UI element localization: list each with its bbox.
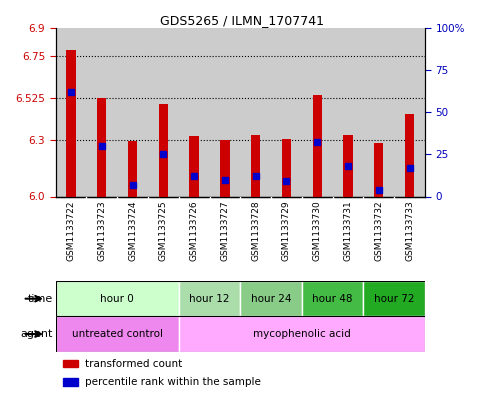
- Text: GSM1133722: GSM1133722: [67, 201, 75, 261]
- Bar: [148, 28, 179, 196]
- Bar: [364, 281, 425, 316]
- Text: hour 0: hour 0: [100, 294, 134, 304]
- Bar: [63, 378, 78, 386]
- Bar: [66, 50, 75, 196]
- Text: hour 24: hour 24: [251, 294, 291, 304]
- Text: GSM1133723: GSM1133723: [97, 201, 106, 261]
- Text: GSM1133729: GSM1133729: [282, 201, 291, 261]
- Text: GSM1133732: GSM1133732: [374, 201, 384, 261]
- Bar: [117, 28, 148, 196]
- Text: hour 72: hour 72: [374, 294, 414, 304]
- Text: mycophenolic acid: mycophenolic acid: [253, 329, 351, 339]
- Bar: [179, 281, 240, 316]
- Bar: [240, 28, 271, 196]
- Text: agent: agent: [21, 329, 53, 339]
- Bar: [86, 28, 117, 196]
- Bar: [405, 114, 414, 196]
- Bar: [282, 139, 291, 196]
- Bar: [364, 28, 394, 196]
- Bar: [343, 136, 353, 196]
- Text: GDS5265 / ILMN_1707741: GDS5265 / ILMN_1707741: [159, 14, 324, 27]
- Bar: [97, 98, 106, 196]
- Bar: [128, 141, 137, 196]
- Bar: [251, 136, 260, 196]
- Text: GSM1133730: GSM1133730: [313, 201, 322, 261]
- Bar: [240, 281, 302, 316]
- Text: hour 12: hour 12: [189, 294, 230, 304]
- Bar: [56, 316, 179, 352]
- Bar: [179, 28, 210, 196]
- Bar: [313, 95, 322, 196]
- Bar: [179, 316, 425, 352]
- Text: time: time: [28, 294, 53, 304]
- Bar: [374, 143, 384, 196]
- Text: GSM1133726: GSM1133726: [190, 201, 199, 261]
- Bar: [159, 103, 168, 196]
- Bar: [189, 136, 199, 196]
- Text: GSM1133731: GSM1133731: [343, 201, 353, 261]
- Bar: [210, 28, 240, 196]
- Text: GSM1133727: GSM1133727: [220, 201, 229, 261]
- Bar: [63, 360, 78, 367]
- Bar: [333, 28, 364, 196]
- Text: transformed count: transformed count: [85, 359, 183, 369]
- Bar: [56, 28, 86, 196]
- Text: GSM1133724: GSM1133724: [128, 201, 137, 261]
- Text: GSM1133725: GSM1133725: [159, 201, 168, 261]
- Text: percentile rank within the sample: percentile rank within the sample: [85, 377, 261, 387]
- Bar: [56, 281, 179, 316]
- Text: GSM1133733: GSM1133733: [405, 201, 414, 261]
- Bar: [271, 28, 302, 196]
- Text: GSM1133728: GSM1133728: [251, 201, 260, 261]
- Text: hour 48: hour 48: [313, 294, 353, 304]
- Text: untreated control: untreated control: [71, 329, 163, 339]
- Bar: [220, 140, 229, 196]
- Bar: [302, 28, 333, 196]
- Bar: [394, 28, 425, 196]
- Bar: [302, 281, 364, 316]
